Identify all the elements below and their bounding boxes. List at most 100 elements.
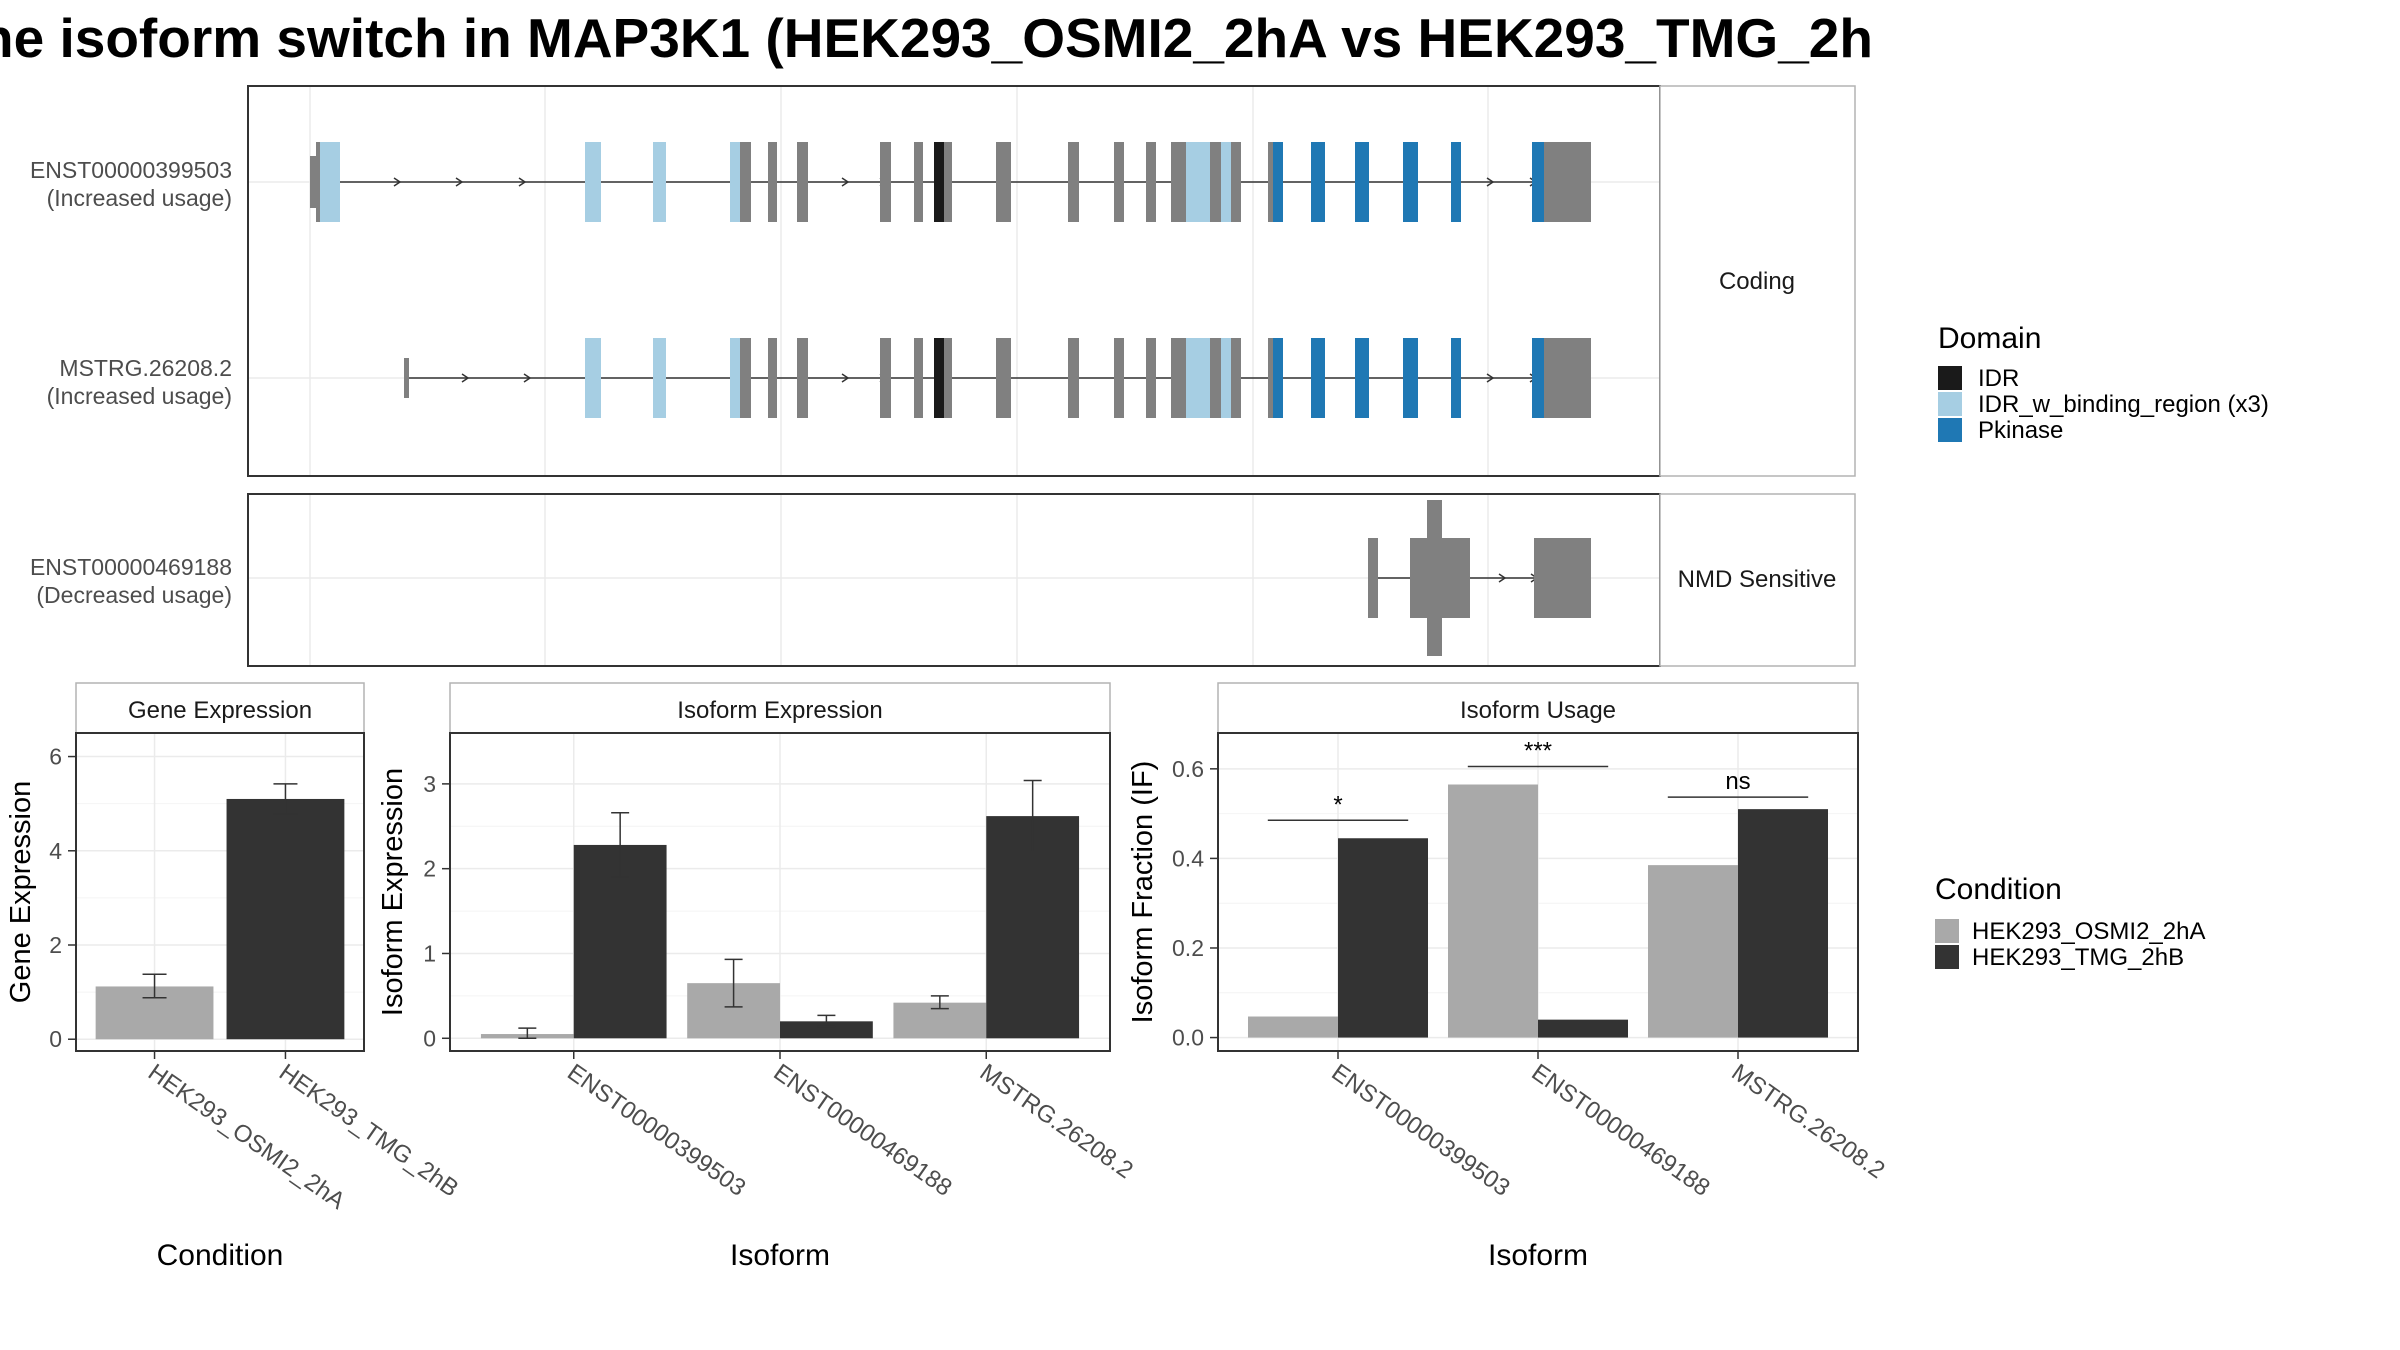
bar (1738, 809, 1828, 1038)
x-tick-label: ENST00000399503 (562, 1059, 750, 1202)
y-tick-label: 4 (49, 838, 62, 864)
transcript-label-usage: (Decreased usage) (36, 582, 232, 608)
transcript-track-mstrg (404, 338, 1591, 418)
exon-block (1210, 338, 1221, 418)
y-tick-label: 0 (423, 1025, 436, 1051)
exon-block (1268, 142, 1273, 222)
panel-strip-title: Isoform Usage (1460, 697, 1616, 724)
exon-block (1171, 142, 1186, 222)
exon-block (1114, 338, 1124, 418)
domain-legend-title: Domain (1938, 322, 2041, 355)
exon-block (944, 338, 952, 418)
y-tick-label: 2 (49, 932, 62, 958)
exon-block (730, 338, 740, 418)
bar (1648, 865, 1738, 1038)
exon-block (1068, 142, 1079, 222)
strand-arrow (518, 177, 527, 187)
bar-panel-3: Isoform Usage****ns0.00.20.40.6ENST00000… (1127, 682, 1890, 1272)
exon-block (934, 338, 944, 418)
coding-panel: Coding (247, 85, 1856, 477)
transcript-labels: ENST00000399503 (Increased usage) MSTRG.… (30, 157, 232, 608)
exon-block (797, 338, 808, 418)
exon-block (1355, 142, 1369, 222)
exon-block (1114, 142, 1124, 222)
transcript-label-usage: (Increased usage) (47, 185, 232, 211)
utr-block (1548, 142, 1591, 222)
exon-block (585, 338, 601, 418)
exon-block (1221, 338, 1231, 418)
nmd-panel: NMD Sensitive (247, 493, 1856, 667)
bar (1448, 784, 1538, 1038)
exon-block (880, 338, 891, 418)
exon-block (1403, 338, 1418, 418)
y-axis-title: Isoform Fraction (IF) (1127, 761, 1159, 1024)
coding-panel-background (247, 85, 1661, 477)
y-tick-label: 0.2 (1172, 935, 1204, 961)
exon-block (1311, 338, 1325, 418)
strand-arrow (461, 373, 470, 383)
domain-legend: Domain IDR IDR_w_binding_region (x3) Pki… (1938, 322, 2269, 444)
legend-swatch-cond-a (1935, 919, 1959, 943)
exon-block (1231, 338, 1241, 418)
strand-arrow (523, 373, 532, 383)
exon-block (404, 358, 409, 398)
y-axis-title: Gene Expression (5, 781, 37, 1003)
transcript-label-id: ENST00000399503 (30, 157, 232, 183)
legend-label-idr: IDR (1978, 365, 2019, 392)
exon-block (1532, 142, 1544, 222)
bar (1338, 838, 1428, 1038)
exon-block (1311, 142, 1325, 222)
exon-block (310, 156, 316, 208)
exon-block (880, 142, 891, 222)
x-axis-title: Isoform (1488, 1239, 1588, 1272)
x-tick-label: ENST00000469188 (1527, 1059, 1715, 1202)
panel-strip-title: Gene Expression (128, 697, 312, 724)
exon-block (1068, 338, 1079, 418)
x-tick-label: ENST00000399503 (1327, 1059, 1515, 1202)
significance-label: * (1333, 791, 1342, 818)
exon-block (1544, 142, 1548, 222)
strand-arrow (393, 177, 402, 187)
transcript-label-usage: (Increased usage) (47, 383, 232, 409)
exon-block (1186, 338, 1210, 418)
bar (1248, 1016, 1338, 1038)
bar-chart-panels: Gene Expression0246HEK293_OSMI2_2hAHEK29… (5, 682, 1890, 1272)
significance-label: ns (1725, 768, 1750, 795)
exon-block (1403, 142, 1418, 222)
y-tick-label: 6 (49, 744, 62, 770)
exon-block (1221, 142, 1231, 222)
condition-legend: Condition HEK293_OSMI2_2hA HEK293_TMG_2h… (1935, 873, 2205, 971)
y-tick-label: 0.6 (1172, 756, 1204, 782)
x-tick-label: MSTRG.26208.2 (1727, 1059, 1890, 1184)
legend-label-pkinase: Pkinase (1978, 417, 2063, 444)
coding-strip (1659, 85, 1856, 477)
utr-block (1548, 338, 1591, 418)
exon-block (316, 142, 320, 222)
legend-label-cond-a: HEK293_OSMI2_2hA (1972, 918, 2205, 945)
bar-panel-1: Gene Expression0246HEK293_OSMI2_2hAHEK29… (5, 682, 463, 1272)
bar (780, 1021, 873, 1039)
exon-block (320, 142, 340, 222)
exon-block (740, 142, 751, 222)
exon-block (730, 142, 740, 222)
transcript-label-id: ENST00000469188 (30, 554, 232, 580)
exon-block (653, 142, 666, 222)
strand-arrow (1486, 373, 1495, 383)
panel-strip-title: Isoform Expression (677, 697, 882, 724)
exon-block (1268, 338, 1273, 418)
exon-block (996, 142, 1011, 222)
x-tick-label: ENST00000469188 (769, 1059, 957, 1202)
y-tick-label: 3 (423, 771, 436, 797)
exon-block (914, 338, 923, 418)
exon-block (585, 142, 601, 222)
exon-block (934, 142, 944, 222)
nmd-strip (1659, 493, 1856, 667)
coding-strip-label: Coding (1719, 268, 1795, 295)
legend-label-idr-binding: IDR_w_binding_region (x3) (1978, 391, 2269, 418)
legend-swatch-idr (1938, 366, 1962, 390)
exon-block (1146, 142, 1156, 222)
condition-legend-title: Condition (1935, 873, 2062, 906)
strand-arrow (455, 177, 464, 187)
strand-arrow (1486, 177, 1495, 187)
